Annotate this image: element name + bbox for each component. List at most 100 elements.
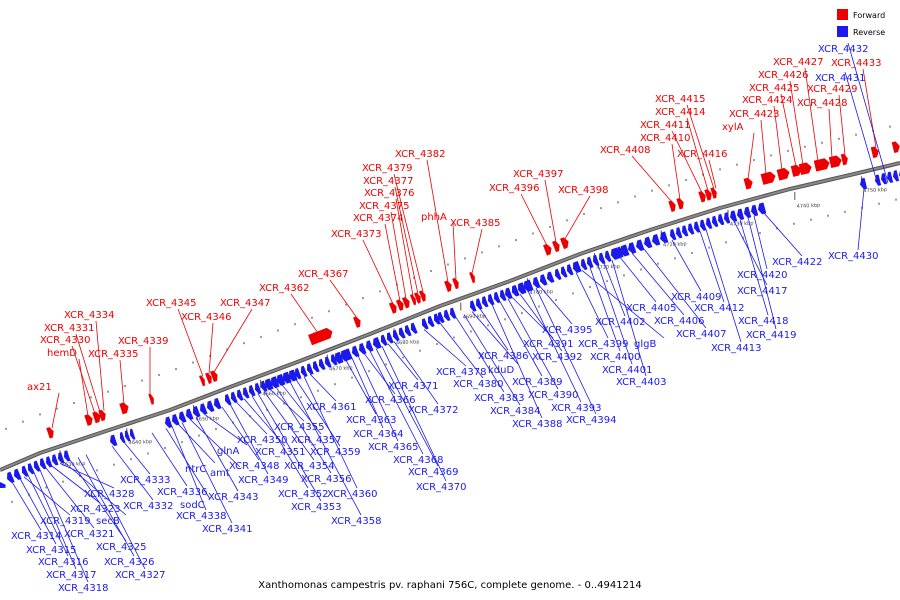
backbone-highlight [0,162,900,471]
leader-line [747,217,777,330]
track-dot [668,184,670,187]
forward-gene-arrow [205,372,212,384]
leader-line [309,373,337,402]
leader-line [763,212,803,257]
leader-line [479,308,509,351]
leader-line [603,262,626,317]
reverse-gene-arrow [881,173,888,185]
forward-gene-arrow [308,327,333,346]
track-grid [5,125,897,503]
forward-gene-arrow [199,375,206,387]
leader-line [564,195,591,239]
gene-label-xcr-4402: XCR_4402 [595,317,646,328]
leader-line [235,401,268,435]
gene-label-xcr-4414: XCR_4414 [655,107,706,118]
forward-gene-arrow [92,411,101,424]
gene-label-xcr-4360: XCR_4360 [327,489,378,500]
forward-gene-arrow [210,370,218,383]
track-dot [657,262,659,265]
forward-gene-arrow [353,316,361,328]
track-dot [810,218,812,221]
leader-line [181,422,233,524]
track-dot [419,349,421,352]
reverse-gene-arrow [214,397,222,410]
track-dot [623,274,625,277]
track-dot [215,428,217,431]
forward-gene-arrow [704,189,712,201]
leader-line [705,229,742,343]
gene-label-xcr-4415: XCR_4415 [655,94,706,105]
track-dot [770,154,772,157]
leader-line [455,317,505,393]
track-dot [753,159,755,162]
reverse-gene-arrow [636,239,645,251]
reverse-gene-arrow [124,430,131,442]
gene-label-xcr-4335: XCR_4335 [88,349,139,360]
gene-label-xcr-4407: XCR_4407 [676,329,727,340]
gene-label-phha: phhA [421,212,447,223]
gene-label-xcr-4352: XCR_4352 [278,489,329,500]
leader-line [611,259,647,377]
gene-label-amt: amt [210,468,230,479]
reverse-gene-arrow [325,356,332,368]
reverse-gene-arrow [712,215,719,228]
reverse-gene-arrow [0,482,6,489]
leader-line [369,350,424,455]
track-dot [141,379,143,382]
track-dot [436,343,438,345]
reverse-gene-arrow [261,380,268,392]
forward-gene-arrow [418,290,426,302]
track-dot [776,227,778,230]
track-dot [566,219,568,222]
gene-label-xcr-4371: XCR_4371 [388,381,439,392]
gene-label-xcr-4338: XCR_4338 [176,511,227,522]
reverse-gene-arrow [200,403,208,415]
gene-label-xcr-4375: XCR_4375 [359,201,410,212]
leader-line [491,304,543,419]
track-dot [844,210,846,213]
reverse-gene-arrow [751,204,759,217]
leader-line [123,441,151,475]
leader-line [384,223,401,302]
leader-line [520,193,548,246]
reverse-gene-arrow [670,228,677,241]
reverse-gene-arrow [399,327,406,339]
gene-label-xcr-4369: XCR_4369 [408,467,459,478]
gene-label-xcr-4433: XCR_4433 [831,58,882,69]
leader-line [747,132,755,180]
reverse-gene-arrow [393,329,400,342]
gene-label-xcr-4341: XCR_4341 [202,524,253,535]
reverse-gene-arrow [438,311,445,324]
gene-label-xcr-4405: XCR_4405 [626,303,677,314]
reverse-gene-arrow [265,379,272,391]
leader-line [177,423,216,464]
leader-line [351,357,384,429]
gene-label-glna: glnA [217,446,239,457]
reverse-gene-arrow [375,337,382,349]
track-dot [113,463,115,466]
reverse-gene-arrow [744,206,752,219]
reverse-gene-arrow [319,358,326,370]
gene-label-xcr-4330: XCR_4330 [40,335,91,346]
leader-line [671,239,702,292]
reverse-gene-arrow [295,367,302,380]
track-dot [413,276,415,279]
gene-label-xcr-4432: XCR_4432 [818,44,869,55]
track-dot [158,373,160,376]
track-dot [555,298,557,301]
gene-label-xcr-4316: XCR_4316 [38,557,89,568]
leader-line [111,445,154,501]
gene-label-xcr-4355: XCR_4355 [274,422,325,433]
track-dot [164,446,166,449]
gene-label-secb: secB [96,516,120,527]
track-dot [674,257,676,260]
track-dot [5,427,7,430]
leader-line [527,290,582,403]
leader-line [390,211,407,299]
reverse-gene-arrow [488,293,495,306]
reverse-gene-arrow [694,221,701,233]
reverse-gene-arrow [225,393,232,406]
gene-label-xcr-4392: XCR_4392 [532,352,583,363]
